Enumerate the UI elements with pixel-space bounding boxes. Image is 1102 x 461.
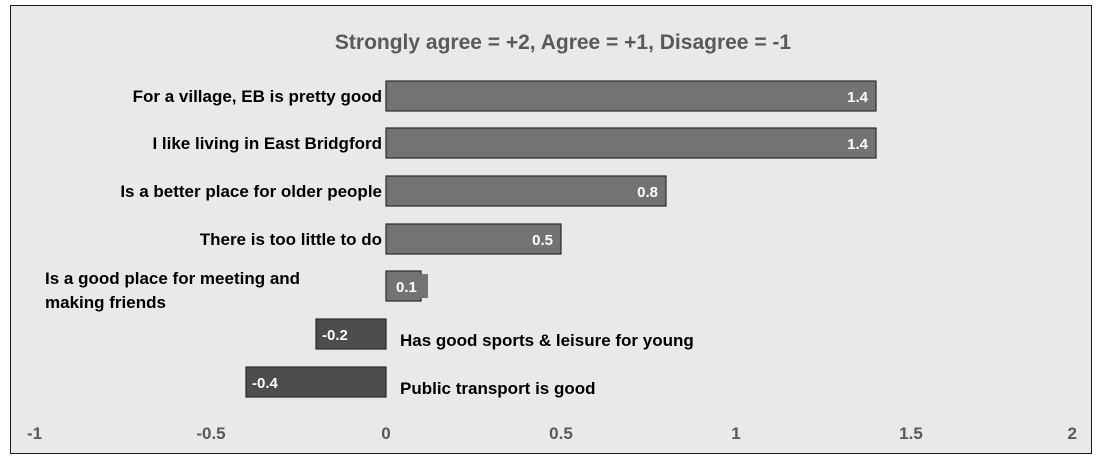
category-label: Is a good place for meeting and making fr… bbox=[45, 269, 300, 312]
x-tick-label: -1 bbox=[27, 424, 42, 443]
data-label: -0.2 bbox=[322, 327, 348, 344]
bar bbox=[245, 366, 387, 398]
data-label: 0.1 bbox=[396, 279, 417, 296]
bar bbox=[385, 80, 877, 112]
x-tick-label: 1 bbox=[731, 424, 740, 443]
data-label: 0.8 bbox=[637, 184, 658, 201]
data-label: 1.4 bbox=[847, 89, 869, 106]
data-label-background bbox=[392, 274, 428, 298]
data-label: 1.4 bbox=[847, 136, 869, 153]
category-label: Is a better place for older people bbox=[120, 182, 382, 201]
category-label: Has good sports & leisure for young bbox=[400, 331, 694, 350]
category-label: I like living in East Bridgford bbox=[152, 134, 382, 153]
bar bbox=[385, 223, 562, 255]
bar bbox=[385, 175, 667, 207]
x-axis-ticks: -1 -0.5 0 0.5 1 1.5 2 bbox=[27, 424, 1077, 443]
x-tick-label: 1.5 bbox=[899, 424, 923, 443]
x-tick-label: 0 bbox=[381, 424, 390, 443]
data-label: -0.4 bbox=[252, 375, 279, 392]
data-label: 0.5 bbox=[532, 232, 553, 249]
bars-layer bbox=[245, 80, 877, 398]
chart-title: Strongly agree = +2, Agree = +1, Disagre… bbox=[335, 31, 792, 54]
labels-layer: 1.4 For a village, EB is pretty good 1.4 I … bbox=[45, 87, 869, 398]
x-tick-label: 0.5 bbox=[549, 424, 573, 443]
bar bbox=[385, 127, 877, 159]
x-tick-label: -0.5 bbox=[196, 424, 225, 443]
x-tick-label: 2 bbox=[1068, 424, 1077, 443]
category-label: For a village, EB is pretty good bbox=[133, 87, 382, 106]
bar bbox=[315, 318, 387, 350]
category-label: Public transport is good bbox=[400, 379, 596, 398]
bar-chart: Strongly agree = +2, Agree = +1, Disagre… bbox=[27, 31, 1077, 443]
chart-area: Strongly agree = +2, Agree = +1, Disagre… bbox=[10, 5, 1092, 454]
category-label: There is too little to do bbox=[200, 230, 382, 249]
